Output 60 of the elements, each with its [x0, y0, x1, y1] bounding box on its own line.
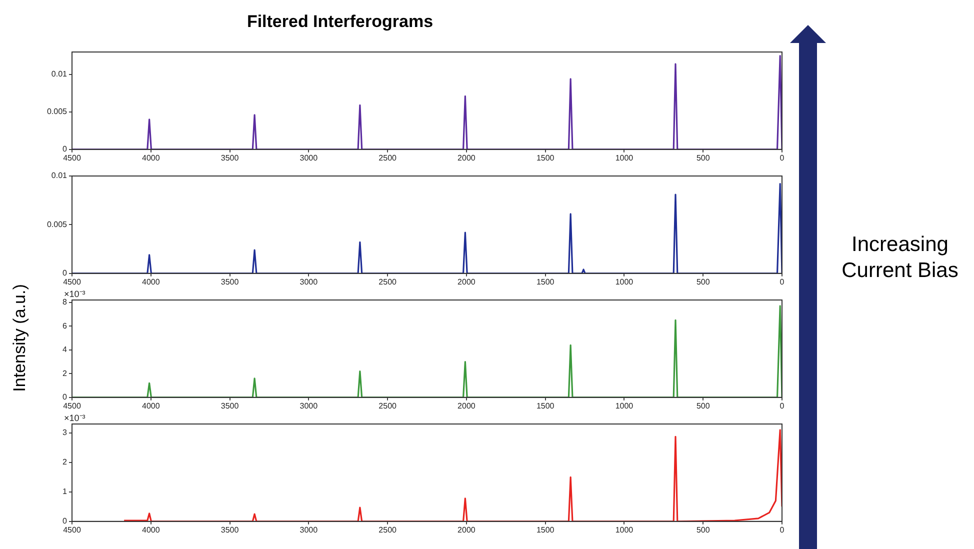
x-tick-label: 1000 — [615, 401, 634, 410]
x-tick-label: 2500 — [378, 153, 398, 162]
x-tick-label: 3000 — [300, 525, 318, 534]
y-tick-label: 8 — [62, 298, 68, 307]
x-tick-label: 2500 — [378, 277, 398, 286]
x-tick-label: 2000 — [458, 277, 476, 286]
x-tick-label: 1000 — [615, 277, 634, 286]
x-tick-label: 4000 — [142, 401, 160, 410]
x-tick-label: 4000 — [142, 277, 160, 286]
y-tick-label: 4 — [62, 345, 68, 354]
y-tick-label: 0.01 — [51, 70, 68, 79]
y-tick-label: 0 — [62, 268, 68, 278]
x-tick-label: 1500 — [536, 401, 555, 410]
x-tick-label: 1500 — [536, 153, 555, 162]
x-tick-label: 3500 — [220, 525, 240, 534]
x-tick-label: 4500 — [63, 153, 82, 162]
x-tick-label: 4500 — [63, 525, 82, 534]
y-axis-title: Intensity (a.u.) — [10, 283, 30, 394]
x-tick-label: 3500 — [220, 401, 240, 410]
x-tick-label: 3000 — [300, 153, 318, 162]
x-tick-label: 1000 — [615, 525, 634, 534]
x-tick-label: 0 — [780, 401, 785, 410]
y-tick-label: 0 — [62, 144, 68, 154]
x-tick-label: 1500 — [536, 277, 555, 286]
x-tick-label: 3500 — [220, 153, 240, 162]
x-tick-label: 4500 — [63, 401, 82, 410]
y-tick-label: 0.005 — [46, 220, 68, 229]
y-tick-label: 0.01 — [51, 171, 68, 180]
x-tick-label: 2000 — [458, 153, 476, 162]
x-tick-label: 2500 — [378, 401, 398, 410]
y-tick-label: 2 — [62, 368, 68, 378]
x-tick-label: 2500 — [378, 525, 398, 534]
y-tick-label: 1 — [62, 487, 68, 496]
y-tick-label: 0.005 — [46, 107, 68, 116]
y-tick-label: 6 — [62, 321, 68, 330]
x-tick-label: 500 — [696, 153, 710, 162]
x-tick-label: 1500 — [536, 525, 555, 534]
text: ×10⁻³ — [64, 288, 86, 299]
x-tick-label: 500 — [696, 525, 710, 534]
x-tick-label: 2000 — [458, 525, 476, 534]
x-tick-label: 0 — [780, 525, 785, 534]
text: Increasing Current Bias — [840, 232, 960, 284]
x-tick-label: 500 — [696, 401, 710, 410]
x-tick-label: 4000 — [142, 525, 160, 534]
x-tick-label: 0 — [780, 277, 785, 286]
x-tick-label: 500 — [696, 277, 710, 286]
x-tick-label: 4000 — [142, 153, 160, 162]
text: ×10⁻³ — [64, 412, 86, 423]
x-tick-label: 2000 — [458, 401, 476, 410]
x-tick-label: 3000 — [300, 277, 318, 286]
y-tick-label: 2 — [62, 458, 68, 467]
y-tick-label: 0 — [62, 392, 68, 402]
x-tick-label: 3500 — [220, 277, 240, 286]
x-tick-label: 3000 — [300, 401, 318, 410]
chart-title: Filtered Interferograms — [246, 12, 434, 32]
y-tick-label: 0 — [62, 516, 68, 526]
x-tick-label: 0 — [780, 153, 785, 162]
x-tick-label: 1000 — [615, 153, 634, 162]
x-tick-label: 4500 — [63, 277, 82, 286]
y-tick-label: 3 — [62, 428, 68, 438]
